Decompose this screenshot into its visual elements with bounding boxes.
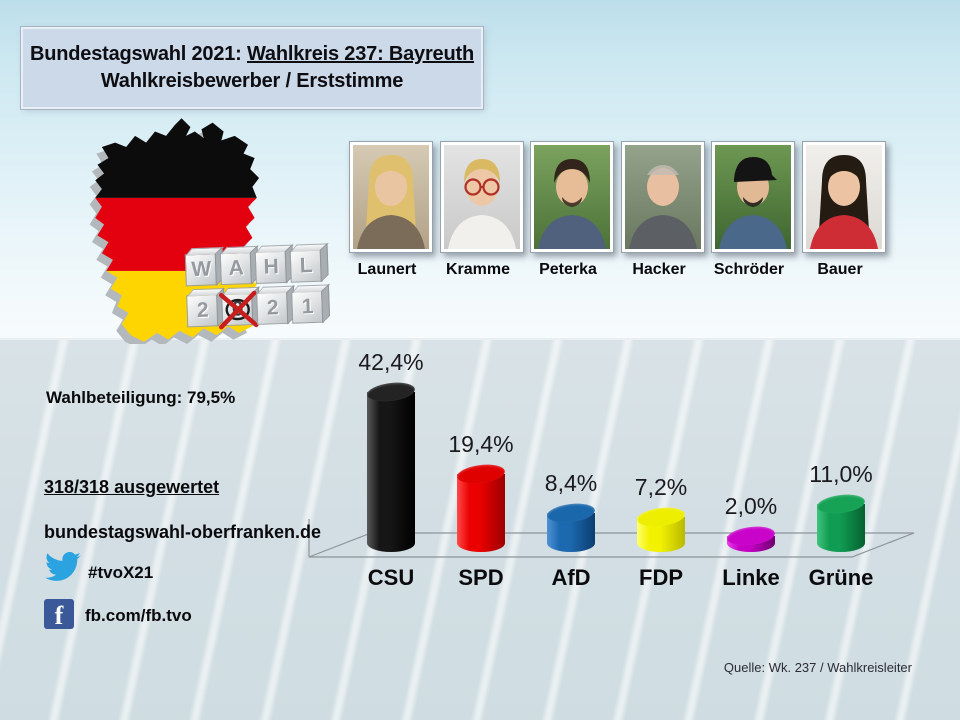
bar-value-label: 7,2% [634, 474, 688, 501]
bar-category-label: Linke [722, 565, 780, 590]
bar-category-label: SPD [458, 565, 504, 590]
facebook-label: fb.com/fb.tvo [85, 606, 192, 625]
candidate-portrait-illustration [538, 159, 606, 249]
counted-label: 318/318 ausgewertet [44, 477, 220, 497]
candidate-photo-kramme [440, 141, 524, 253]
candidate-name: Launert [357, 261, 417, 278]
bar-value-label: 11,0% [809, 460, 873, 487]
candidate-portrait-illustration [629, 165, 697, 249]
candidate-portrait-illustration [719, 157, 787, 249]
bar-category-label: CSU [367, 565, 415, 590]
candidate-photo-hacker [621, 141, 705, 253]
germany-map [36, 116, 336, 349]
candidate-name: Schröder [713, 261, 785, 278]
candidate-photo-peterka [530, 141, 614, 253]
candidate-portrait-illustration [357, 155, 425, 249]
candidate-photo-launert [349, 141, 433, 253]
title-line1-prefix: Bundestagswahl 2021: [30, 43, 247, 65]
bar-value-label: 19,4% [448, 431, 514, 458]
germany-map-svg [89, 118, 260, 349]
bar-value-label: 42,4% [358, 349, 424, 376]
twitter-tag-label: #tvoX21 [88, 563, 154, 582]
source-note: Quelle: Wk. 237 / Wahlkreisleiter [723, 660, 912, 675]
bar-value-label: 8,4% [544, 470, 598, 497]
bar-value-label: 2,0% [724, 492, 778, 519]
candidate-name: Kramme [445, 261, 511, 278]
candidate-photo-bauer [802, 141, 886, 253]
candidate-portrait-illustration [448, 159, 516, 249]
title-line1: Bundestagswahl 2021: Wahlkreis 237: Bayr… [30, 41, 474, 68]
candidate-name: Peterka [539, 261, 597, 278]
turnout-label: Wahlbeteiligung: 79,5% [46, 388, 236, 407]
website-label: bundestagswahl-oberfranken.de [44, 522, 322, 542]
bar-category-label: Grüne [808, 565, 874, 590]
title-line2: Wahlkreisbewerber / Erststimme [100, 70, 404, 92]
bar-category-label: FDP [639, 565, 683, 590]
candidate-name: Hacker [632, 261, 686, 278]
bar-body [367, 392, 415, 543]
title-box: Bundestagswahl 2021: Wahlkreis 237: Bayr… [20, 26, 484, 110]
title-wahlkreis-text: Wahlkreis 237: Bayreuth [247, 43, 474, 65]
facebook-icon: f [44, 599, 74, 629]
candidate-photo-schrder [711, 141, 795, 253]
candidate-name: Bauer [817, 261, 863, 278]
bar-category-label: AfD [551, 565, 591, 590]
facebook-f-glyph: f [54, 601, 64, 631]
twitter-icon [42, 551, 82, 590]
candidate-portrait-illustration [810, 155, 878, 249]
bar-body [457, 474, 505, 543]
